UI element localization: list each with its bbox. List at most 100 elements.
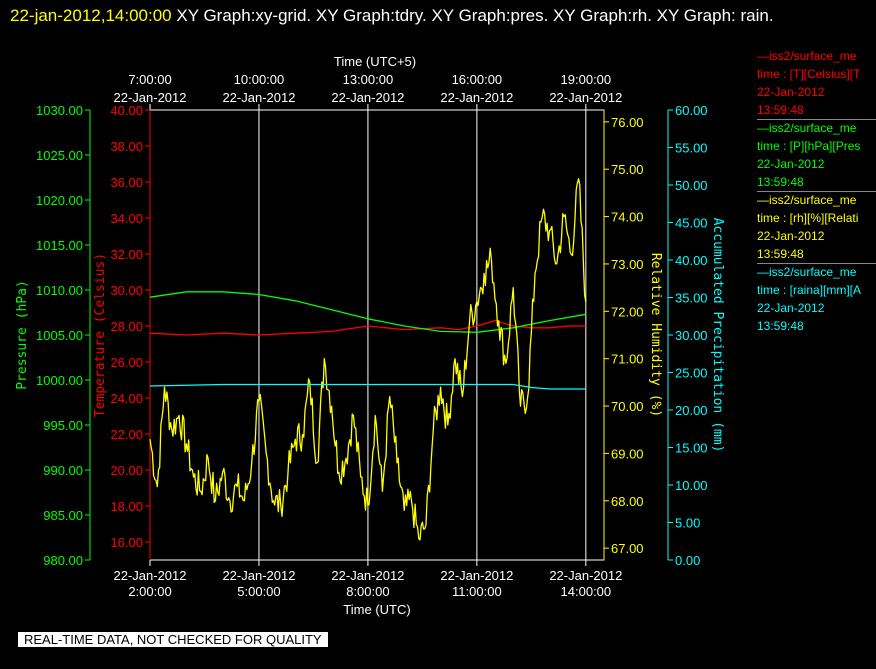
precip-tick-label: 10.00 bbox=[675, 478, 708, 493]
pressure-tick-label: 985.00 bbox=[43, 508, 83, 523]
precip-tick-label: 30.00 bbox=[675, 328, 708, 343]
x-tick-label-time: 11:00:00 bbox=[452, 584, 502, 599]
legend-separator bbox=[757, 191, 876, 192]
header-graph-list: XY Graph:xy-grid. XY Graph:tdry. XY Grap… bbox=[171, 6, 774, 25]
temperature-tick-label: 36.00 bbox=[110, 175, 143, 190]
legend-variable: time : [P][hPa][Pres bbox=[757, 139, 861, 153]
humidity-tick-label: 73.00 bbox=[611, 257, 644, 272]
temperature-tick-label: 22.00 bbox=[110, 427, 143, 442]
humidity-tick-label: 75.00 bbox=[611, 162, 644, 177]
x-tick-label-date: 22-Jan-2012 bbox=[549, 568, 622, 583]
legend-date: 22-Jan-2012 bbox=[757, 301, 825, 315]
precip-tick-label: 20.00 bbox=[675, 403, 708, 418]
precip-tick-label: 5.00 bbox=[675, 516, 700, 531]
temperature-tick-label: 24.00 bbox=[110, 391, 143, 406]
x-tick-label-time: 8:00:00 bbox=[346, 584, 389, 599]
precip-tick-label: 25.00 bbox=[675, 366, 708, 381]
x-axis-label-top: Time (UTC+5) bbox=[334, 54, 416, 69]
pressure-tick-label: 1000.00 bbox=[36, 373, 83, 388]
humidity-tick-label: 67.00 bbox=[611, 541, 644, 556]
precip-tick-label: 40.00 bbox=[675, 253, 708, 268]
pressure-axis-label: Pressure (hPa) bbox=[15, 280, 30, 390]
precip-axis-label: Accumulated Precipitation (mm) bbox=[710, 218, 725, 453]
humidity-tick-label: 74.00 bbox=[611, 210, 644, 225]
pressure-tick-label: 1010.00 bbox=[36, 283, 83, 298]
x-tick-label-date: 22-Jan-2012 bbox=[440, 568, 513, 583]
x-top-tick-label-time: 16:00:00 bbox=[452, 72, 503, 87]
legend-variable: time : [T][Celsius][T bbox=[757, 67, 861, 81]
pressure-tick-label: 995.00 bbox=[43, 418, 83, 433]
legend-time: 13:59:48 bbox=[757, 319, 804, 333]
legend-series-name: —iss2/surface_me bbox=[757, 121, 857, 135]
pressure-tick-label: 1025.00 bbox=[36, 148, 83, 163]
x-top-tick-label-date: 22-Jan-2012 bbox=[114, 90, 187, 105]
pressure-tick-label: 990.00 bbox=[43, 463, 83, 478]
legend-series-name: —iss2/surface_me bbox=[757, 49, 857, 63]
legend-variable: time : [raina][mm][A bbox=[757, 283, 862, 297]
humidity-tick-label: 76.00 bbox=[611, 115, 644, 130]
legend-separator bbox=[757, 263, 876, 264]
x-top-tick-label-date: 22-Jan-2012 bbox=[440, 90, 513, 105]
x-tick-label-time: 14:00:00 bbox=[561, 584, 612, 599]
temperature-tick-label: 16.00 bbox=[110, 535, 143, 550]
temperature-tick-label: 18.00 bbox=[110, 499, 143, 514]
humidity-axis-label: Relative Humidity (%) bbox=[648, 253, 663, 417]
x-tick-label-time: 5:00:00 bbox=[237, 584, 280, 599]
legend-time: 13:59:48 bbox=[757, 247, 804, 261]
x-top-tick-label-date: 22-Jan-2012 bbox=[549, 90, 622, 105]
pressure-tick-label: 980.00 bbox=[43, 553, 83, 568]
precip-series-line bbox=[149, 383, 586, 390]
humidity-series-line bbox=[149, 178, 587, 541]
x-tick-label-time: 2:00:00 bbox=[128, 584, 171, 599]
pressure-tick-label: 1005.00 bbox=[36, 328, 83, 343]
legend-date: 22-Jan-2012 bbox=[757, 229, 825, 243]
header-datetime: 22-jan-2012,14:00:00 bbox=[10, 6, 172, 25]
temperature-tick-label: 30.00 bbox=[110, 283, 143, 298]
pressure-tick-label: 1015.00 bbox=[36, 238, 83, 253]
precip-tick-label: 55.00 bbox=[675, 141, 708, 156]
x-top-tick-label-date: 22-Jan-2012 bbox=[331, 90, 404, 105]
x-top-tick-label-time: 19:00:00 bbox=[561, 72, 612, 87]
precip-tick-label: 60.00 bbox=[675, 103, 708, 118]
precip-tick-label: 50.00 bbox=[675, 178, 708, 193]
x-top-tick-label-date: 22-Jan-2012 bbox=[222, 90, 295, 105]
temperature-tick-label: 40.00 bbox=[110, 103, 143, 118]
pressure-tick-label: 1030.00 bbox=[36, 103, 83, 118]
x-top-tick-label-time: 10:00:00 bbox=[234, 72, 285, 87]
x-tick-label-date: 22-Jan-2012 bbox=[222, 568, 295, 583]
legend-date: 22-Jan-2012 bbox=[757, 85, 825, 99]
temperature-tick-label: 20.00 bbox=[110, 463, 143, 478]
x-axis-label: Time (UTC) bbox=[343, 602, 410, 617]
humidity-tick-label: 71.00 bbox=[611, 352, 644, 367]
quality-banner: REAL-TIME DATA, NOT CHECKED FOR QUALITY bbox=[18, 632, 328, 647]
header: 22-jan-2012,14:00:00 XY Graph:xy-grid. X… bbox=[10, 2, 860, 30]
precip-tick-label: 35.00 bbox=[675, 291, 708, 306]
temperature-tick-label: 28.00 bbox=[110, 319, 143, 334]
temperature-series-line bbox=[149, 319, 586, 336]
legend-time: 13:59:48 bbox=[757, 103, 804, 117]
temperature-tick-label: 32.00 bbox=[110, 247, 143, 262]
pressure-series-line bbox=[149, 291, 586, 333]
precip-tick-label: 45.00 bbox=[675, 216, 708, 231]
humidity-tick-label: 72.00 bbox=[611, 304, 644, 319]
legend-series-name: —iss2/surface_me bbox=[757, 193, 857, 207]
humidity-tick-label: 70.00 bbox=[611, 399, 644, 414]
temperature-tick-label: 26.00 bbox=[110, 355, 143, 370]
precip-tick-label: 0.00 bbox=[675, 553, 700, 568]
legend-time: 13:59:48 bbox=[757, 175, 804, 189]
x-top-tick-label-time: 13:00:00 bbox=[343, 72, 394, 87]
precip-tick-label: 15.00 bbox=[675, 441, 708, 456]
temperature-axis-label: Temperature (Celsius) bbox=[93, 253, 108, 417]
x-top-tick-label-time: 7:00:00 bbox=[128, 72, 171, 87]
legend-series-name: —iss2/surface_me bbox=[757, 265, 857, 279]
legend-date: 22-Jan-2012 bbox=[757, 157, 825, 171]
temperature-tick-label: 34.00 bbox=[110, 211, 143, 226]
legend-variable: time : [rh][%][Relati bbox=[757, 211, 859, 225]
x-tick-label-date: 22-Jan-2012 bbox=[114, 568, 187, 583]
legend-separator bbox=[757, 119, 876, 120]
